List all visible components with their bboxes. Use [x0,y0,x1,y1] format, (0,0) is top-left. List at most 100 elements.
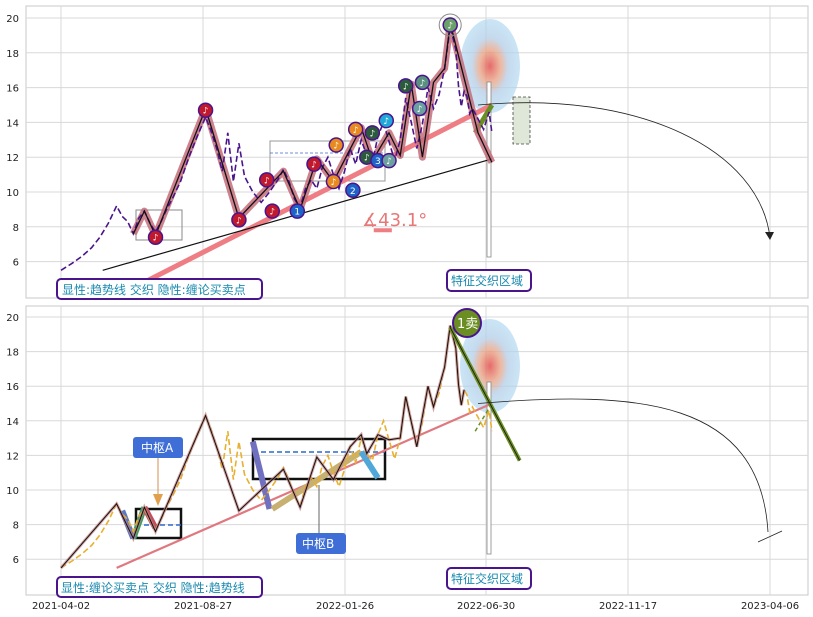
y-tick-label: 18 [6,49,19,60]
y-tick-label: 12 [6,153,19,164]
buy-sell-point [364,125,381,141]
buy-sell-point-label: ♪ [403,82,409,92]
y-tick-label: 6 [13,555,19,566]
bottom-y-axis: 6 8 10 12 14 16 18 20 [6,313,19,566]
y-tick-label: 16 [6,382,19,393]
top-zone-label: 特征交织区域 [446,269,532,292]
bottom-legend-text: 显性:缠论买卖点 交织 隐性:趋势线 [61,580,245,595]
y-tick-label: 20 [6,14,19,25]
stroke-zigzag [60,325,465,569]
buy-sell-point [347,121,364,138]
buy-sell-point [378,112,395,129]
buy-sell-point-label: ♪ [264,176,270,186]
y-tick-label: 20 [6,313,19,324]
buy-sell-point-label: ♪ [447,21,453,31]
buy-sell-point [345,182,361,199]
x-tick-label: 2021-04-02 [32,601,90,612]
top-panel: 6 8 10 12 14 16 18 20 ♪ ♪ ♪ 1 ♪ ♪ ♪ ♪ ♪ ♪ 2 ♪ ♪ 3 ♪ ♪ ♪ ♪ ♪ ♪ ∡43.… [6,5,809,300]
buy-sell-point-label: ♪ [311,161,317,171]
buy-sell-point-label: ♪ [236,216,242,226]
buy-sell-point [381,152,397,169]
x-axis: 2021-04-02 2021-08-27 2022-01-26 2022-06-30… [32,601,799,612]
buy-sell-point [258,172,275,188]
bottom-lines [59,325,783,569]
center-b-label-bg [296,533,346,554]
center-a-label-bg [133,437,183,458]
y-tick-label: 10 [6,486,19,497]
buy-sell-point-label: 1 [294,208,300,218]
buy-sell-point-label: ♪ [386,157,392,167]
x-tick-label: 2022-11-17 [599,601,657,612]
center-b-label: 中枢B [296,485,346,554]
trend-extension [474,403,493,432]
angle-label: ∡43.1° [362,210,427,231]
buy-sell-point [289,203,306,219]
bottom-heat-zone [460,319,520,555]
peak-ring [438,13,462,37]
buy-sell-point-label: ♪ [269,208,275,218]
sell-point-circle [452,308,482,338]
top-zone-box [512,96,531,145]
buy-sell-point-label: ♪ [353,126,359,136]
buy-sell-point-label: ♪ [364,154,370,164]
bottom-zone-label: 特征交织区域 [446,567,532,590]
bottom-heat-ellipse [460,319,520,413]
bottom-zone-bar [486,381,492,555]
buy-sell-point-label: ♪ [420,79,426,89]
buy-sell-point [328,137,344,153]
top-lines [60,13,774,299]
sell-line-edge [449,327,521,461]
y-tick-label: 8 [13,521,19,532]
forecast-arrowhead [765,232,774,240]
forecast-arc [477,398,769,533]
y-tick-label: 12 [6,451,19,462]
sell-point-text: 1卖 [457,317,478,332]
segment-purple [249,440,273,510]
top-heat-ellipse [460,19,520,113]
y-tick-label: 8 [13,223,19,234]
buy-sell-point-label: ♪ [417,105,423,115]
bottom-panel: 6 8 10 12 14 16 18 20 2021-04-02 2021-08-27 2022-… [6,305,809,612]
y-tick-label: 14 [6,118,19,129]
top-legend-text: 显性:趋势线 交织 隐性:缠论买卖点 [62,282,246,297]
center-a-arrowhead [153,494,163,506]
x-tick-label: 2022-01-26 [316,601,374,612]
buy-sell-point [147,229,164,245]
buy-sell-point-label: 2 [350,187,356,197]
top-zone-bar [486,81,492,258]
top-y-axis: 6 8 10 12 14 16 18 20 [6,14,19,269]
buy-sell-point [411,100,428,117]
buy-sell-point [325,173,342,190]
buy-sell-point [231,212,247,228]
buy-sell-point-label: ♪ [333,142,339,152]
stroke-zigzag [132,23,493,238]
forecast-bracket [757,530,783,543]
y-tick-label: 18 [6,348,19,359]
buy-sell-point-label: ♪ [369,129,375,139]
center-b-text: 中枢B [302,536,334,551]
x-tick-label: 2021-08-27 [174,601,232,612]
buy-sell-point-label: ♪ [153,234,159,244]
y-tick-label: 10 [6,188,19,199]
sell-point-marker: 1卖 [452,308,482,338]
buy-sell-point-label: ♪ [331,178,337,188]
top-buy-sell-points: ♪ ♪ ♪ 1 ♪ ♪ ♪ ♪ ♪ ♪ 2 ♪ ♪ 3 ♪ ♪ ♪ ♪ ♪ ♪ [147,17,458,245]
center-a-label: 中枢A [133,437,183,506]
buy-sell-point [397,78,414,94]
bottom-grid [26,306,808,595]
buy-sell-point [414,74,431,91]
x-tick-label: 2022-06-30 [457,601,515,612]
y-tick-label: 16 [6,84,19,95]
segment-tan [270,449,363,512]
buy-sell-point [197,102,214,118]
buy-sell-point-label: 3 [375,157,381,167]
top-zone-text: 特征交织区域 [451,273,523,288]
top-heat-zone [460,19,531,258]
buy-sell-point [306,156,322,172]
top-grid [26,6,808,298]
center-a-text: 中枢A [141,440,174,455]
bottom-legend-box: 显性:缠论买卖点 交织 隐性:趋势线 [56,576,263,598]
top-plot-area [25,5,809,299]
